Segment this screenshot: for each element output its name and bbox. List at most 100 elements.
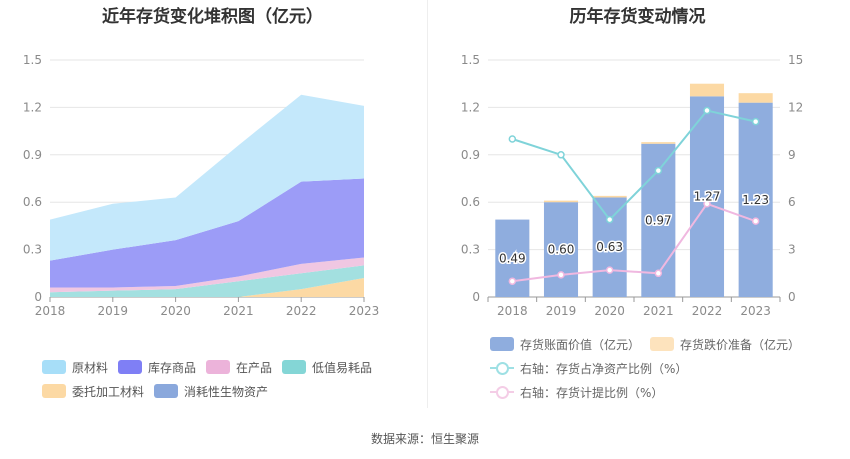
line-provision-ratio xyxy=(512,202,757,283)
y-tick-label: 0 xyxy=(34,290,42,304)
legend-swatch xyxy=(490,337,514,351)
legend-label: 在产品 xyxy=(236,360,273,375)
legend-swatch xyxy=(206,360,230,374)
point-net-asset-ratio xyxy=(557,151,565,159)
bar-data-label: 0.49 xyxy=(499,251,526,265)
bar-data-label: 1.23 xyxy=(742,193,769,207)
legend-label: 存货账面价值（亿元） xyxy=(520,337,641,352)
legend-label: 右轴：存货计提比例（%） xyxy=(520,385,664,400)
y2-tick-label: 12 xyxy=(788,100,803,114)
legend-swatch xyxy=(490,385,514,399)
area-series-2 xyxy=(50,265,364,297)
y2-tick-label: 0 xyxy=(788,290,796,304)
x-tick-label: 2023 xyxy=(349,304,380,318)
point-net-asset-ratio xyxy=(605,215,614,224)
legend-swatch xyxy=(42,360,66,374)
left-chart-title: 近年存货变化堆积图（亿元） xyxy=(102,7,323,27)
y-tick-label: 0.9 xyxy=(23,148,42,162)
y2-tick-label: 15 xyxy=(788,53,803,67)
bar-data-label: 0.97 xyxy=(645,213,672,227)
point-provision-ratio xyxy=(703,200,711,208)
bar-book-value xyxy=(738,102,773,297)
point-net-asset-ratio xyxy=(654,166,663,175)
point-net-asset-ratio xyxy=(508,135,517,143)
legend-swatch xyxy=(42,384,66,398)
y-tick-label: 0.3 xyxy=(23,243,42,257)
bar-book-value xyxy=(592,197,627,297)
x-tick-label: 2020 xyxy=(594,304,625,318)
legend-swatch xyxy=(490,361,514,375)
bar-data-label: 1.27 xyxy=(694,190,721,204)
y2-tick-label: 3 xyxy=(788,243,796,257)
y-tick-label: 0.6 xyxy=(461,195,480,209)
area-series-4 xyxy=(50,178,364,288)
legend-label: 存货跌价准备（亿元） xyxy=(680,337,801,352)
bar-impairment-reserve xyxy=(543,200,579,203)
legend-swatch xyxy=(282,360,306,374)
data-source-note: 数据来源：恒生聚源 xyxy=(370,432,479,446)
point-net-asset-ratio xyxy=(751,117,760,126)
legend-label: 委托加工材料 xyxy=(72,384,145,399)
point-provision-ratio xyxy=(751,217,760,225)
y-tick-label: 0.9 xyxy=(461,148,480,162)
legend-item[interactable]: 库存商品 xyxy=(118,359,196,375)
point-provision-ratio xyxy=(654,269,663,278)
x-tick-label: 2020 xyxy=(160,304,191,318)
bar-impairment-reserve xyxy=(689,83,725,97)
legend-label: 库存商品 xyxy=(148,360,197,375)
x-tick-label: 2021 xyxy=(223,304,254,318)
legend-label: 右轴：存货占净资产比例（%） xyxy=(520,361,688,376)
legend-item[interactable]: 原材料 xyxy=(42,359,108,375)
x-tick-label: 2018 xyxy=(497,304,528,318)
area-series-5 xyxy=(50,94,364,261)
legend-item[interactable]: 在产品 xyxy=(206,359,272,375)
legend-item[interactable]: 存货账面价值（亿元） xyxy=(490,336,640,352)
chart-divider xyxy=(427,0,428,408)
y-tick-label: 1.5 xyxy=(461,53,480,67)
y-tick-label: 1.5 xyxy=(23,53,42,67)
x-tick-label: 2022 xyxy=(286,304,317,318)
point-provision-ratio xyxy=(605,266,614,274)
bar-book-value xyxy=(543,202,579,297)
bar-impairment-reserve xyxy=(738,93,773,103)
y2-tick-label: 6 xyxy=(788,195,796,209)
legend-item[interactable]: 低值易耗品 xyxy=(282,359,372,375)
legend-label: 低值易耗品 xyxy=(312,360,373,375)
x-tick-label: 2018 xyxy=(35,304,66,318)
x-tick-label: 2023 xyxy=(740,304,771,318)
legend-item[interactable]: 消耗性生物资产 xyxy=(154,383,268,399)
right-chart-title: 历年存货变动情况 xyxy=(569,7,706,27)
bar-book-value xyxy=(689,96,725,297)
area-series-0 xyxy=(50,278,364,297)
point-provision-ratio xyxy=(508,277,517,285)
legend-label: 原材料 xyxy=(72,360,109,375)
y-tick-label: 1.2 xyxy=(461,100,480,114)
legend-label: 消耗性生物资产 xyxy=(184,384,269,399)
legend-swatch xyxy=(650,337,674,351)
legend-item[interactable]: 存货跌价准备（亿元） xyxy=(650,336,800,352)
bar-impairment-reserve xyxy=(641,142,676,144)
legend-swatch xyxy=(118,360,142,374)
y2-tick-label: 9 xyxy=(788,148,796,162)
point-net-asset-ratio xyxy=(703,106,711,115)
y-tick-label: 0 xyxy=(472,290,480,304)
x-tick-label: 2021 xyxy=(643,304,674,318)
x-tick-label: 2019 xyxy=(98,304,129,318)
bar-data-label: 0.60 xyxy=(548,243,575,257)
right-bar-line-chart: 0 0 0.3 3 0.6 6 0.9 9 1.2 12 1.5 15 0.49 0.60 0.63 0.97… xyxy=(461,53,803,318)
bar-impairment-reserve xyxy=(592,195,627,198)
area-series-3 xyxy=(50,257,364,293)
y-tick-label: 0.3 xyxy=(461,243,480,257)
legend-item[interactable]: 委托加工材料 xyxy=(42,383,144,399)
x-tick-label: 2022 xyxy=(692,304,723,318)
y-tick-label: 1.2 xyxy=(23,100,42,114)
legend-item[interactable]: 右轴：存货占净资产比例（%） xyxy=(490,360,687,376)
point-provision-ratio xyxy=(557,271,565,279)
line-net-asset-ratio xyxy=(512,109,756,222)
x-tick-label: 2019 xyxy=(546,304,577,318)
bar-data-label: 0.63 xyxy=(596,240,623,254)
legend-swatch xyxy=(154,384,178,398)
y-tick-label: 0.6 xyxy=(23,195,42,209)
legend-item[interactable]: 右轴：存货计提比例（%） xyxy=(490,384,663,400)
left-stacked-area-chart: 0 0.3 0.6 0.9 1.2 1.5 2018 2019 2020 2021 2022 2023 xyxy=(23,53,380,318)
